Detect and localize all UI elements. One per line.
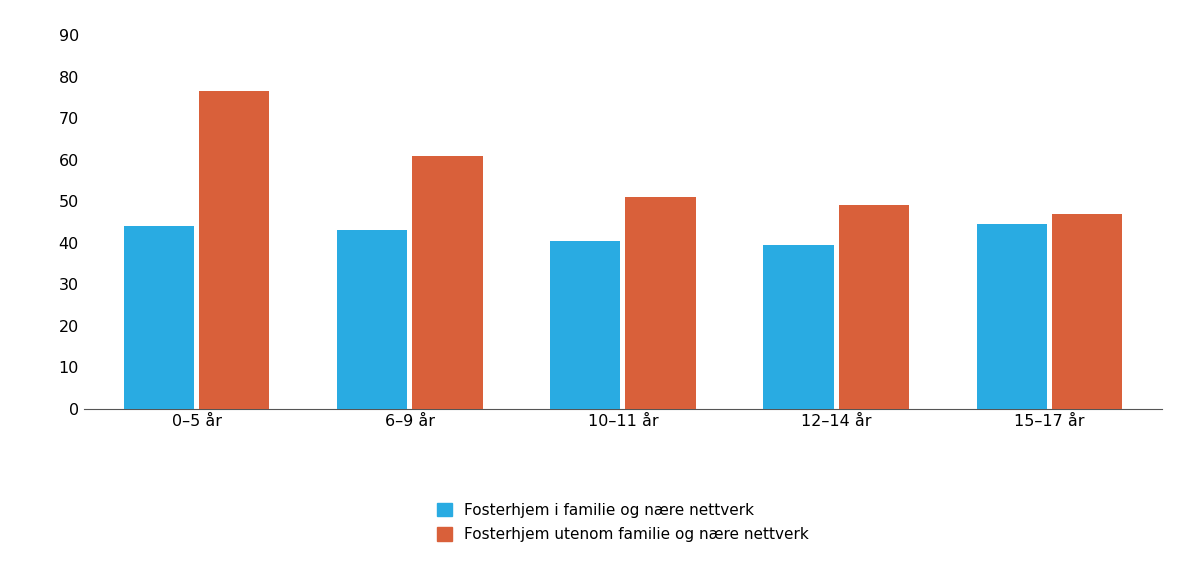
Bar: [625, 197, 696, 409]
Bar: [839, 206, 909, 409]
Bar: [337, 231, 407, 409]
Bar: [550, 241, 621, 409]
Bar: [123, 226, 194, 409]
Bar: [976, 224, 1047, 409]
Bar: [763, 245, 834, 409]
Bar: [199, 91, 270, 409]
Legend: Fosterhjem i familie og nære nettverk, Fosterhjem utenom familie og nære nettver: Fosterhjem i familie og nære nettverk, F…: [431, 496, 815, 548]
Bar: [412, 156, 483, 409]
Bar: [1052, 214, 1123, 409]
